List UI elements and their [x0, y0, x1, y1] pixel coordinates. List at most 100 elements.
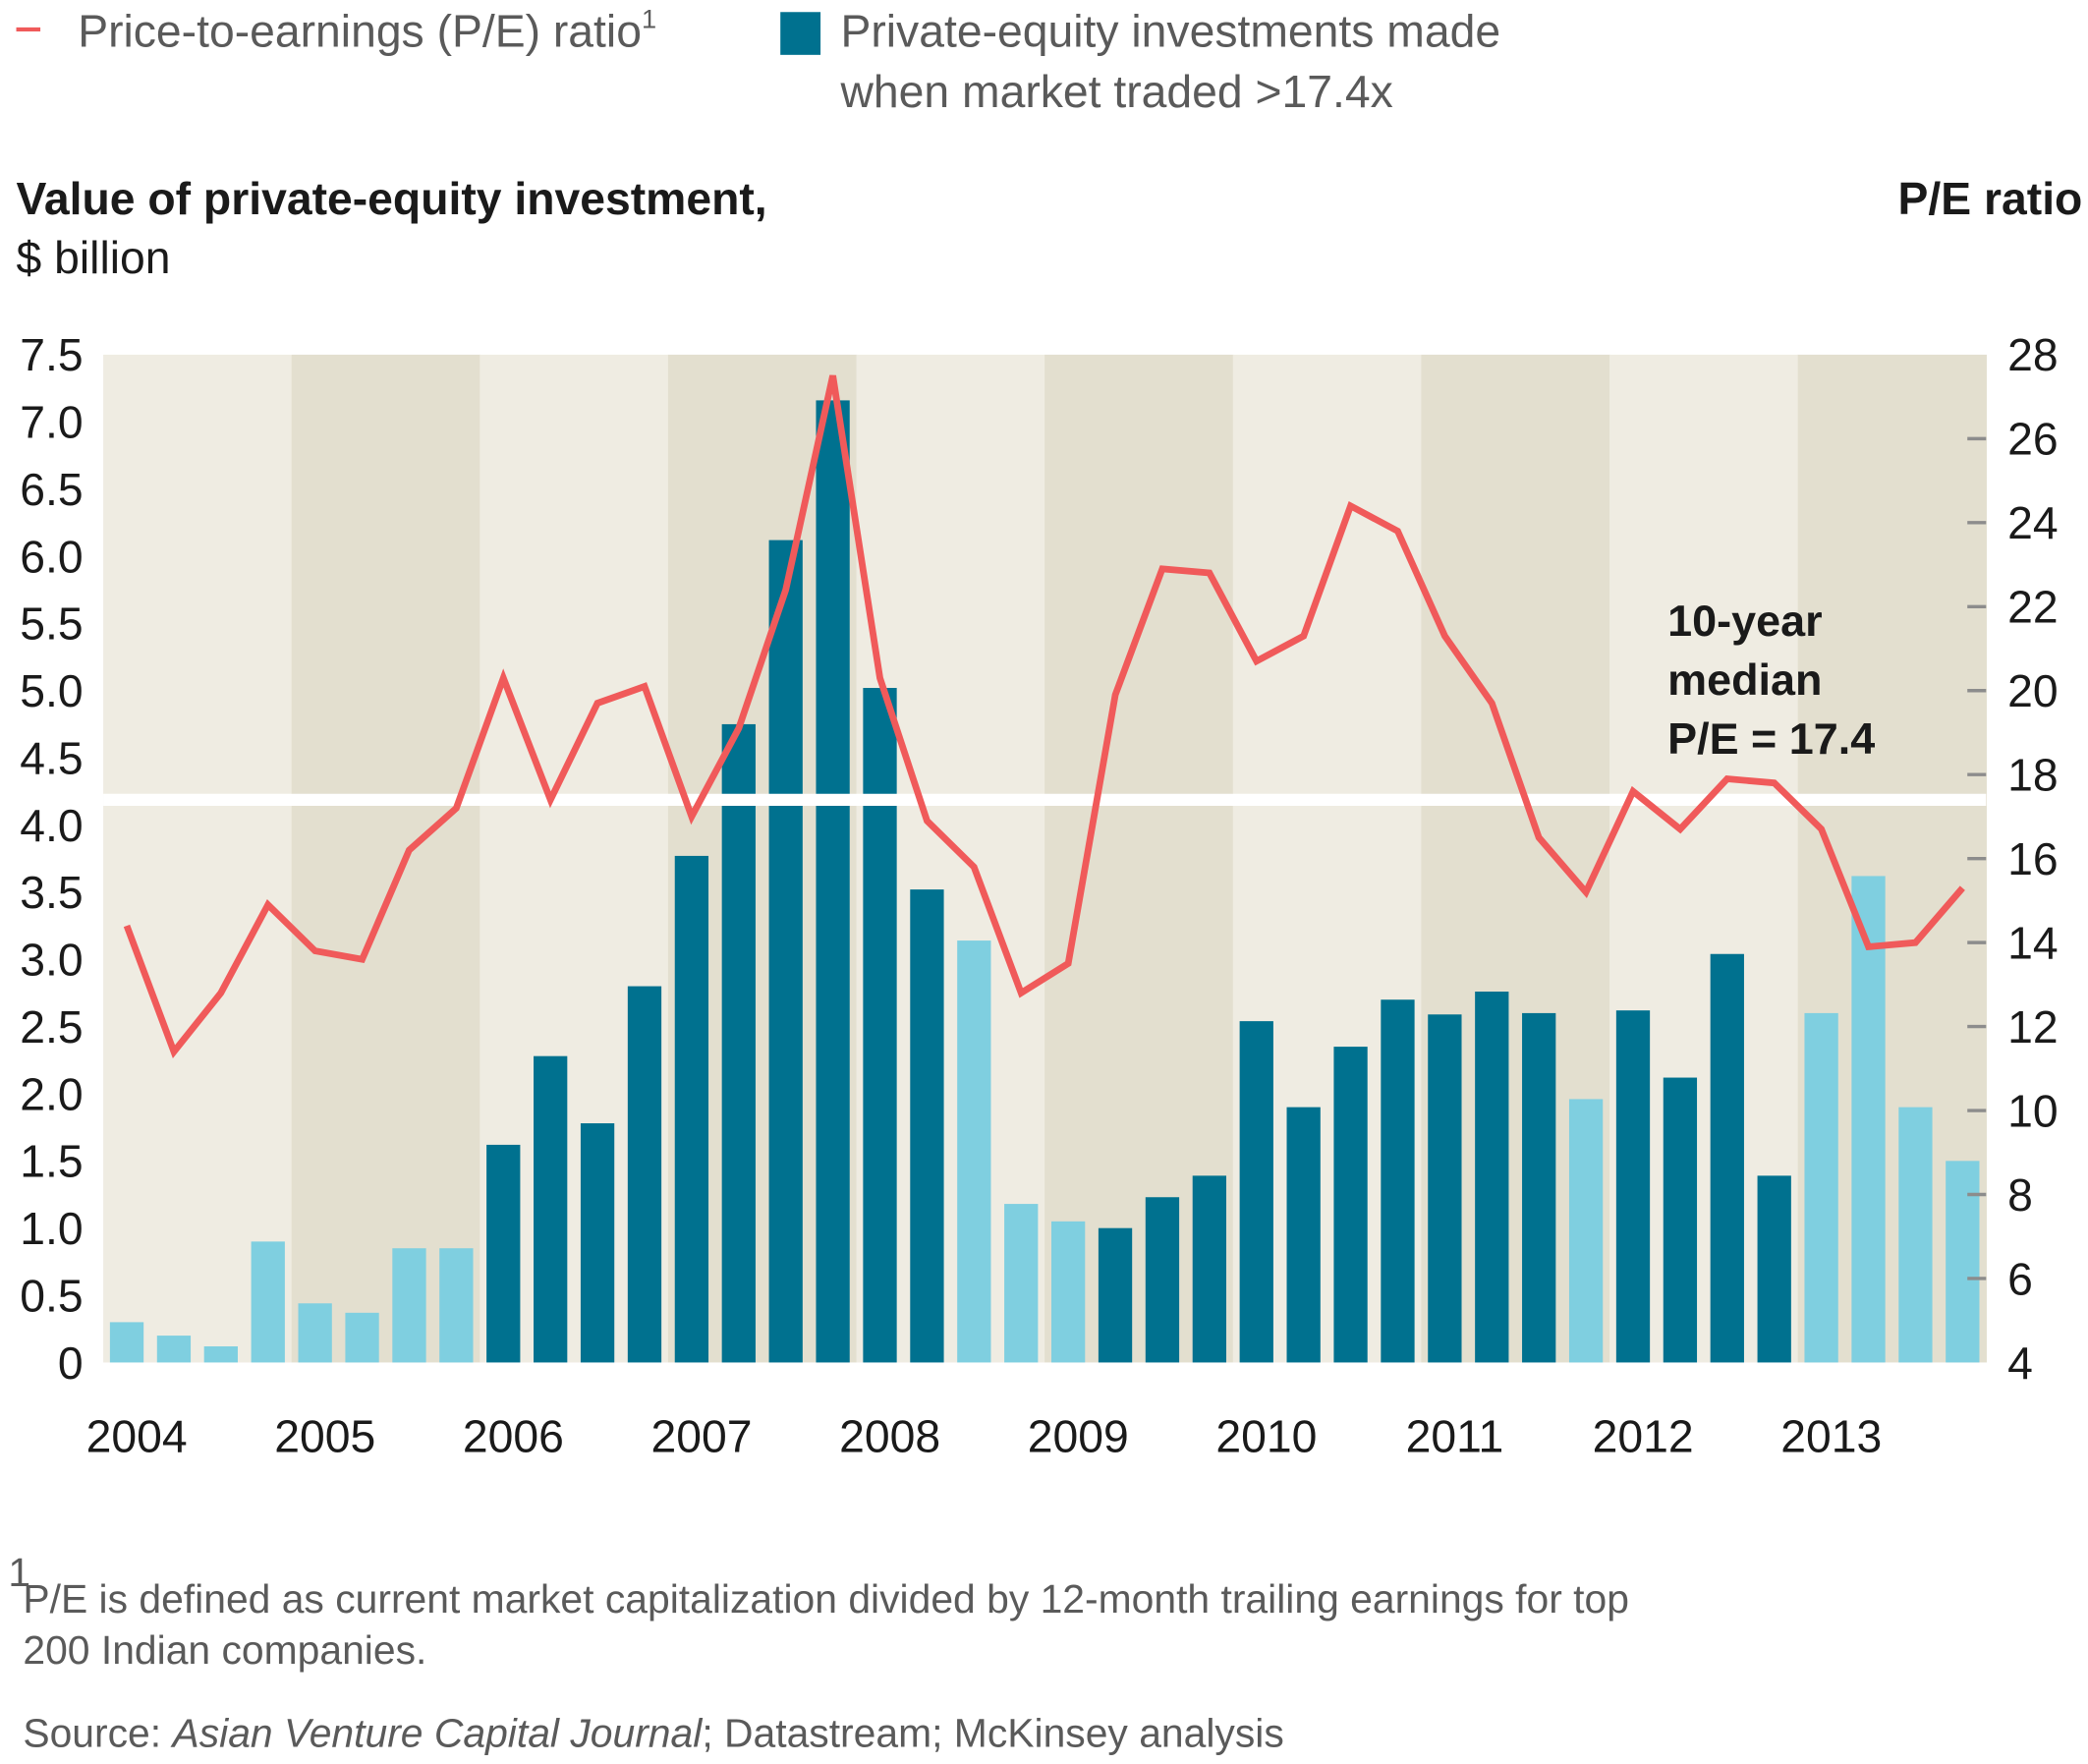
year-bands [103, 354, 1987, 1363]
bar [1522, 1012, 1556, 1363]
x-tick-label: 2010 [1215, 1411, 1317, 1462]
bar [1428, 1014, 1462, 1363]
source: Source: Asian Venture Capital Journal; D… [23, 1710, 1283, 1755]
x-tick-label: 2009 [1028, 1411, 1129, 1462]
right-axis-ticks [1967, 436, 1987, 1280]
x-tick-label: 2012 [1593, 1411, 1694, 1462]
bar [109, 1322, 144, 1363]
right-tick-label: 10 [2007, 1085, 2059, 1136]
bar [1333, 1047, 1368, 1363]
left-tick-label: 5.5 [20, 598, 83, 650]
bar [1804, 1012, 1838, 1363]
left-axis-title: Value of private-equity investment, [17, 173, 767, 224]
bar [580, 1123, 615, 1363]
bar [627, 986, 662, 1363]
x-tick-label: 2005 [274, 1411, 375, 1462]
x-tick-label: 2007 [650, 1411, 752, 1462]
right-tick-label: 8 [2007, 1169, 2033, 1221]
legend-line-label: Price-to-earnings (P/E) ratio1 [78, 4, 656, 57]
bar [1475, 992, 1509, 1363]
bar [534, 1055, 568, 1363]
axis-labels: 0 0.5 1.0 1.5 2.0 2.5 3.0 3.5 4.0 4.5 5.0 5.5 6.0 6.5… [20, 329, 2058, 1461]
right-tick-label: 18 [2007, 750, 2059, 801]
x-tick-label: 2006 [463, 1411, 564, 1462]
left-tick-label: 7.0 [20, 397, 83, 448]
bar [721, 723, 756, 1363]
left-tick-label: 0.5 [20, 1270, 83, 1321]
year-band-2005 [291, 354, 480, 1363]
bar [1757, 1175, 1791, 1363]
left-tick-label: 4.5 [20, 732, 83, 783]
bar [863, 688, 897, 1363]
bar [1239, 1021, 1273, 1363]
bar [392, 1248, 426, 1363]
right-tick-label: 12 [2007, 1001, 2059, 1053]
bar [957, 940, 991, 1363]
bar [674, 855, 709, 1363]
bar [1898, 1107, 1933, 1363]
bar [203, 1346, 238, 1363]
year-band-2004 [103, 354, 293, 1363]
median-annotation-2: median [1667, 654, 1822, 705]
right-tick-label: 24 [2007, 497, 2059, 548]
x-tick-label: 2008 [839, 1411, 940, 1462]
bar [910, 889, 944, 1363]
right-tick-label: 28 [2007, 329, 2059, 380]
right-tick-label: 26 [2007, 414, 2059, 465]
bar [1710, 953, 1744, 1363]
left-tick-label: 4.0 [20, 800, 83, 851]
bar [1568, 1099, 1604, 1363]
right-tick-label: 4 [2007, 1337, 2033, 1389]
right-tick-label: 22 [2007, 582, 2059, 633]
left-tick-label: 6.0 [20, 531, 83, 582]
median-annotation-1: 10-year [1667, 596, 1822, 646]
x-tick-label: 2013 [1780, 1411, 1882, 1462]
left-tick-label: 1.0 [20, 1203, 83, 1254]
left-tick-label: 2.5 [20, 1001, 83, 1053]
median-annotation-3: P/E = 17.4 [1667, 713, 1875, 764]
bar [768, 540, 803, 1363]
pe-ratio-line [123, 374, 1965, 1059]
footnote-line-1: P/E is defined as current market capital… [23, 1576, 1629, 1622]
x-tick-label: 2004 [86, 1411, 188, 1462]
right-tick-label: 6 [2007, 1253, 2033, 1304]
legend-bar-swatch [780, 12, 821, 55]
left-tick-label: 6.5 [20, 464, 83, 515]
bar [1098, 1227, 1133, 1363]
bar [1286, 1107, 1321, 1363]
bar [439, 1248, 474, 1363]
left-tick-label: 2.0 [20, 1068, 83, 1119]
bar [486, 1144, 521, 1363]
footnote-line-2: 200 Indian companies. [23, 1627, 426, 1673]
left-tick-label: 5.0 [20, 665, 83, 716]
right-tick-label: 20 [2007, 665, 2059, 716]
left-tick-label: 3.0 [20, 935, 83, 986]
bar [156, 1336, 192, 1363]
bar [1946, 1161, 1980, 1363]
left-axis-unit: $ billion [17, 232, 171, 283]
right-axis-title: P/E ratio [1898, 173, 2083, 224]
bar [1050, 1221, 1086, 1363]
legend-bar-label-1: Private-equity investments made [840, 6, 1500, 57]
right-tick-label: 14 [2007, 917, 2059, 968]
bar [1192, 1175, 1226, 1363]
bar [1145, 1197, 1180, 1363]
right-tick-label: 16 [2007, 833, 2059, 884]
left-tick-label: 7.5 [20, 329, 83, 380]
bar [1004, 1204, 1039, 1363]
bar [1615, 1010, 1651, 1363]
x-tick-label: 2011 [1406, 1411, 1504, 1462]
bar [298, 1303, 332, 1363]
bar [1663, 1077, 1698, 1363]
footnote-marker: 1 [8, 1550, 30, 1595]
bar [1381, 999, 1415, 1363]
left-tick-label: 0 [58, 1337, 84, 1389]
left-tick-label: 3.5 [20, 867, 83, 918]
bar [345, 1312, 379, 1363]
left-tick-label: 1.5 [20, 1136, 83, 1187]
legend-bar-label-2: when market traded >17.4x [839, 66, 1392, 117]
bar [816, 400, 850, 1363]
bars [109, 400, 1980, 1363]
bar [1851, 876, 1886, 1363]
